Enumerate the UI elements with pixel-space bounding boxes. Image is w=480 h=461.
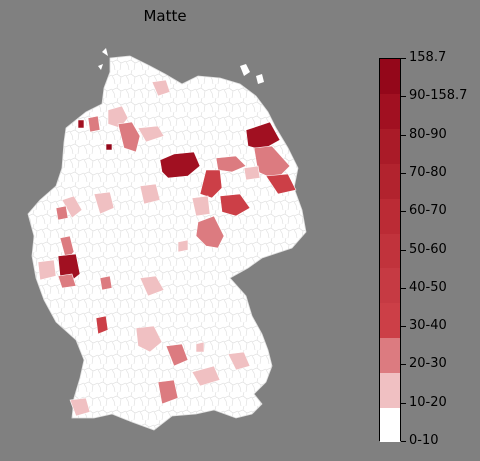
map-title: Matte [143,7,187,25]
highlighted-district [77,119,85,129]
legend-label: 10-20 [409,394,447,410]
legend-tick [401,441,406,442]
highlighted-district [245,121,281,151]
legend-swatch [380,93,400,130]
highlighted-district [159,151,201,179]
highlighted-district [177,239,189,253]
legend-tick [401,364,406,366]
legend-swatch [380,337,400,373]
legend-tick [401,249,406,251]
highlighted-district [55,205,69,221]
legend-label: 60-70 [409,203,447,219]
legend-swatch [380,407,400,443]
highlighted-district [59,235,75,261]
legend-tick [401,96,406,98]
highlighted-district [87,115,101,133]
legend-label: 30-40 [409,318,447,334]
legend-label: 90-158.7 [409,88,468,104]
legend-label: 0-10 [409,433,439,448]
legend-label: 40-50 [409,279,447,295]
highlighted-district [191,365,221,387]
legend-label: 80-90 [409,126,447,142]
highlighted-district [191,195,211,217]
legend-swatch [380,128,400,164]
highlighted-district [243,165,261,181]
highlighted-district [151,79,171,97]
highlighted-district [199,169,223,199]
legend-swatch [380,302,400,339]
highlighted-district [157,379,179,405]
legend-swatch [380,372,400,408]
highlighted-district [265,173,297,195]
highlighted-district [37,259,57,281]
germany-landmass [27,48,307,431]
highlighted-district [139,183,161,205]
legend-tick [401,211,406,213]
highlighted-district [219,193,251,217]
highlighted-district [165,343,189,367]
legend-swatch [380,267,400,304]
highlighted-district [93,191,115,215]
highlighted-district [69,397,91,417]
legend-tick [401,402,406,404]
legend-tick [401,134,406,136]
highlighted-district [195,341,205,353]
legend-swatch [380,59,400,95]
highlighted-district [139,275,165,297]
legend-swatch [380,163,400,199]
legend-label: 158.7 [409,50,447,65]
highlighted-district [57,273,77,289]
legend-swatch [380,233,400,269]
highlighted-district [95,315,109,335]
highlighted-district [195,215,225,249]
legend-swatch [380,198,400,234]
legend-tick [401,172,406,174]
highlighted-district [137,125,165,143]
highlighted-district [105,143,113,151]
highlighted-district [215,155,247,173]
highlighted-district [61,195,83,219]
highlighted-district [135,325,163,353]
color-legend-bar [379,58,401,443]
legend-tick [401,287,406,289]
highlighted-district [99,275,113,291]
legend-tick [401,326,406,328]
legend-label: 70-80 [409,164,447,180]
legend-label: 20-30 [409,356,447,372]
legend-label: 50-60 [409,241,447,257]
highlighted-district [227,351,251,371]
legend-tick [401,58,406,59]
highlighted-district [117,121,141,153]
